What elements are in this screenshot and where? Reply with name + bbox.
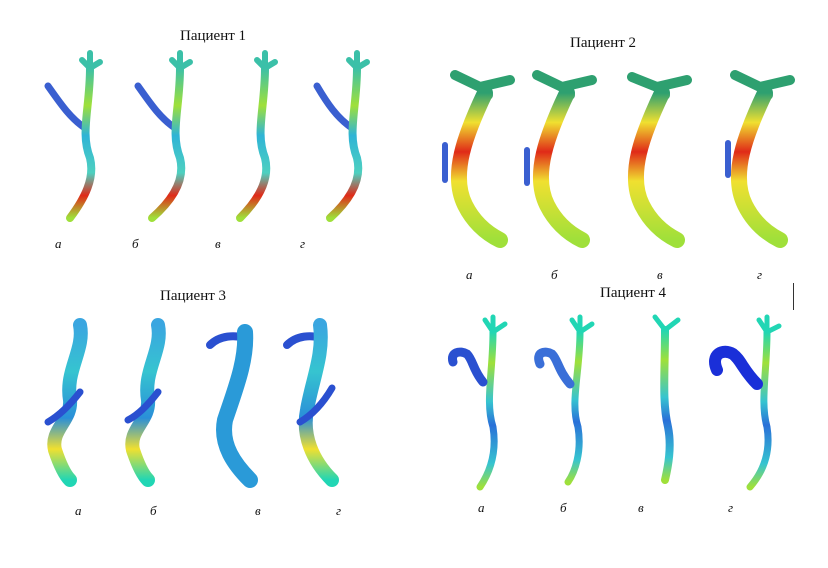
panel-3-title: Пациент 3 <box>160 288 227 304</box>
patient-2-vessel-a <box>442 70 515 248</box>
label-2-g: г <box>757 267 763 282</box>
divider-line <box>793 283 794 310</box>
label-3-v: в <box>255 503 261 518</box>
patient-2-vessel-v <box>627 72 692 248</box>
patient-2-vessel-g <box>725 70 795 248</box>
label-3-b: б <box>150 503 157 518</box>
patient-1-vessel-g <box>313 50 370 222</box>
label-1-a: а <box>55 236 62 251</box>
patient-3-vessel-a <box>44 318 88 487</box>
label-3-g: г <box>336 503 342 518</box>
label-4-v: в <box>638 500 644 515</box>
label-1-b: б <box>132 236 139 251</box>
patient-1-vessel-a <box>44 50 103 222</box>
label-4-b: б <box>560 500 567 515</box>
label-1-g: г <box>300 236 306 251</box>
patient-2-vessel-b <box>524 70 597 248</box>
label-4-g: г <box>728 500 734 515</box>
label-1-v: в <box>215 236 221 251</box>
patient-1-vessel-v <box>236 50 278 222</box>
panel-1-title: Пациент 1 <box>180 28 247 44</box>
panel-4-title: Пациент 4 <box>600 285 667 301</box>
label-4-a: а <box>478 500 485 515</box>
patient-4-vessel-a <box>448 314 508 491</box>
label-2-a: а <box>466 267 473 282</box>
patient-3-vessel-g <box>283 318 339 487</box>
patient-1-vessel-b <box>134 50 193 222</box>
patient-4-vessel-v <box>652 314 681 484</box>
panel-2-title: Пациент 2 <box>570 35 637 51</box>
label-2-v: в <box>657 267 663 282</box>
label-3-a: а <box>75 503 82 518</box>
label-2-b: б <box>551 267 558 282</box>
patient-3-vessel-b <box>124 318 166 487</box>
patient-3-vessel-v <box>206 324 258 488</box>
patient-4-vessel-b <box>534 314 595 486</box>
patient-4-vessel-g <box>709 314 782 491</box>
